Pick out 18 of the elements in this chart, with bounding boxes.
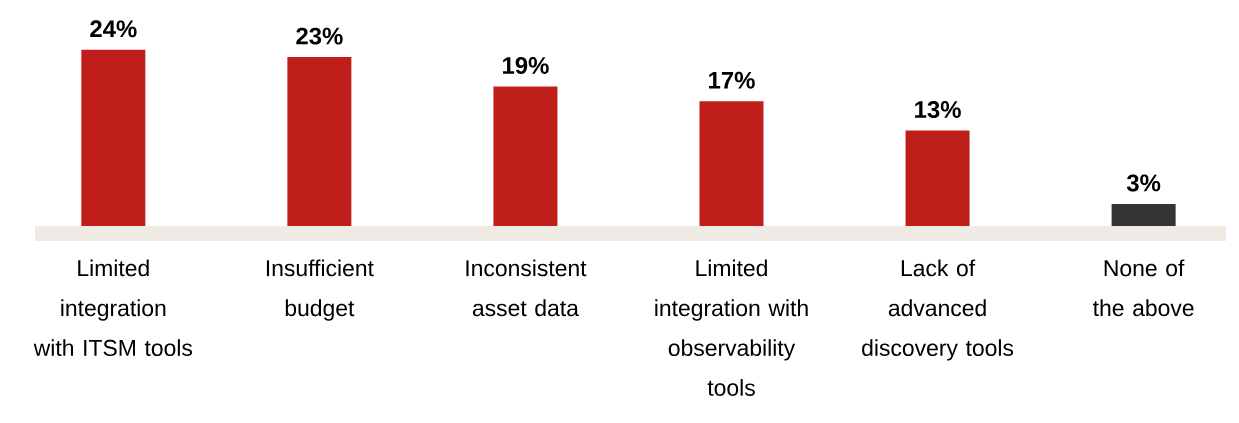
bar <box>1111 203 1176 226</box>
bar <box>905 130 970 226</box>
bar <box>287 57 352 226</box>
data-label: 3% <box>1126 174 1161 192</box>
bar <box>699 101 764 226</box>
x-tick-label: Limited integration with ITSM tools <box>33 259 193 357</box>
x-tick-label: None of the above <box>1093 259 1194 317</box>
data-label: 23% <box>296 27 343 45</box>
data-label: 19% <box>503 57 549 74</box>
bar <box>81 49 146 226</box>
x-tick-label: Limited integration with observability tools <box>655 259 808 396</box>
data-label: 13% <box>915 101 961 119</box>
bar <box>493 86 558 226</box>
x-tick-label: Inconsistent asset data <box>466 259 587 317</box>
data-label: 24% <box>90 20 137 38</box>
x-tick-label: Lack of advanced discovery tools <box>862 259 1014 361</box>
data-label: 17% <box>709 71 755 89</box>
x-tick-label: Insufficient budget <box>266 259 374 321</box>
